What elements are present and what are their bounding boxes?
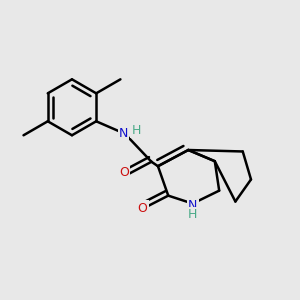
Text: O: O [119,167,129,179]
Text: H: H [188,208,197,221]
Text: O: O [138,202,148,214]
Text: H: H [131,124,141,137]
Text: N: N [119,127,128,140]
Text: N: N [188,199,197,212]
